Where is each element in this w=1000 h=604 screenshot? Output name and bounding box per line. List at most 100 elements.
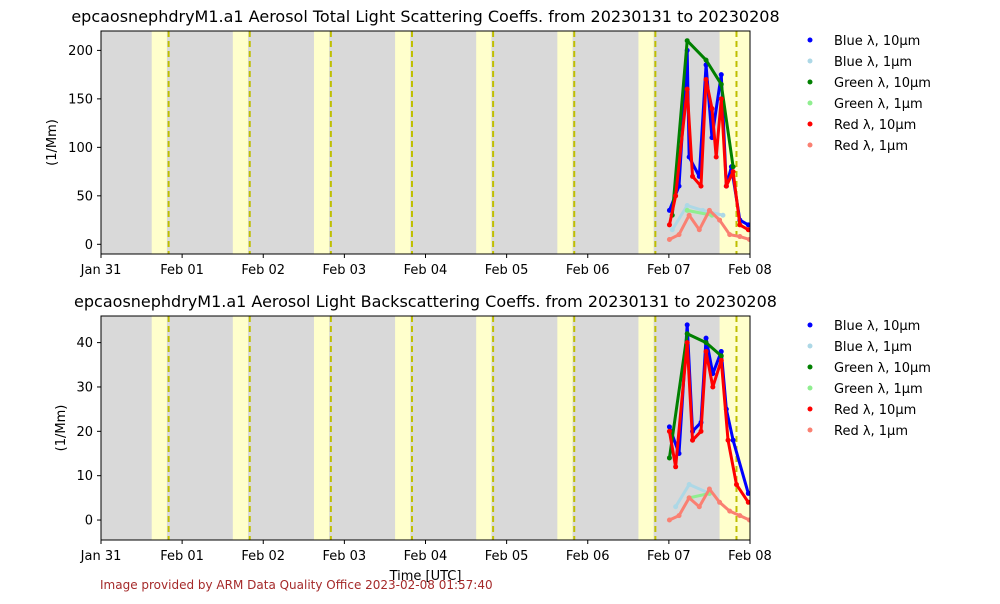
x-tick-label: Feb 07 — [647, 549, 691, 564]
legend-label: Green λ, 1μm — [834, 97, 923, 112]
data-point — [686, 482, 692, 488]
data-point — [745, 227, 750, 233]
legend-label: Blue λ, 1μm — [834, 55, 912, 70]
y-tick-label: 30 — [76, 380, 93, 395]
data-point — [698, 428, 704, 434]
daylight-band — [638, 31, 654, 254]
data-point — [713, 154, 719, 160]
y-tick-label: 150 — [68, 92, 93, 107]
y-axis-label: (1/Mm) — [45, 119, 60, 166]
x-tick-label: Feb 05 — [485, 263, 529, 278]
data-point — [703, 340, 709, 346]
data-point — [745, 222, 750, 228]
legend-label: Red λ, 10μm — [834, 403, 916, 418]
data-point — [673, 504, 679, 510]
data-point — [686, 212, 692, 218]
data-point — [703, 76, 709, 82]
data-point — [676, 232, 682, 238]
x-tick-label: Jan 31 — [80, 263, 122, 278]
data-point — [737, 513, 743, 519]
daylight-band — [557, 316, 573, 540]
x-axis-label: Time [UTC] — [389, 569, 462, 584]
x-tick-label: Feb 06 — [566, 549, 610, 564]
legend-label: Blue λ, 10μm — [834, 319, 920, 334]
data-point — [718, 357, 724, 363]
daylight-band — [232, 31, 249, 254]
chart-title: epcaosnephdryM1.a1 Aerosol Light Backsca… — [74, 292, 777, 311]
data-point — [718, 353, 724, 359]
data-point — [703, 348, 709, 354]
legend-marker — [807, 100, 813, 106]
x-tick-label: Feb 05 — [485, 549, 529, 564]
legend: Blue λ, 10μm Blue λ, 1μm Green λ, 10μm Gree… — [807, 319, 931, 439]
data-point — [673, 464, 679, 470]
legend-marker — [807, 322, 813, 328]
data-point — [746, 517, 750, 523]
x-tick-label: Feb 07 — [647, 263, 691, 278]
data-point — [673, 193, 679, 199]
data-point — [698, 183, 704, 189]
data-point — [684, 340, 690, 346]
data-point — [666, 236, 672, 242]
data-point — [746, 236, 750, 242]
data-point — [718, 348, 724, 354]
daylight-band — [557, 31, 573, 254]
data-point — [723, 183, 729, 189]
legend-marker — [807, 385, 813, 391]
y-tick-label: 100 — [68, 141, 93, 156]
data-point — [730, 437, 736, 443]
x-tick-label: Jan 31 — [80, 549, 122, 564]
legend-marker — [807, 58, 813, 64]
y-axis-label: (1/Mm) — [54, 405, 69, 452]
data-point — [737, 234, 743, 240]
daylight-band — [232, 316, 249, 540]
data-point — [720, 212, 726, 218]
data-point — [718, 96, 724, 102]
series-trace — [667, 332, 723, 459]
x-tick-label: Feb 04 — [404, 549, 448, 564]
legend-label: Red λ, 1μm — [834, 139, 908, 154]
data-point — [686, 495, 692, 501]
y-tick-label: 10 — [76, 469, 93, 484]
data-point — [676, 513, 682, 519]
daylight-band — [638, 316, 654, 540]
legend-label: Red λ, 1μm — [834, 424, 908, 439]
data-point — [690, 437, 696, 443]
daylight-band — [395, 316, 411, 540]
daylight-band — [313, 316, 330, 540]
data-point — [700, 207, 706, 213]
data-point — [718, 72, 724, 78]
daylight-band — [395, 31, 411, 254]
y-tick-label: 0 — [85, 514, 93, 529]
data-point — [696, 504, 702, 510]
legend-marker — [807, 406, 813, 412]
legend-label: Green λ, 10μm — [834, 361, 931, 376]
data-point — [703, 335, 709, 341]
legend-label: Blue λ, 1μm — [834, 340, 912, 355]
legend-marker — [807, 142, 813, 148]
legend-label: Green λ, 1μm — [834, 382, 923, 397]
data-point — [684, 322, 690, 328]
data-point — [717, 499, 723, 505]
data-point — [730, 164, 736, 170]
x-tick-label: Feb 08 — [728, 263, 772, 278]
legend-marker — [807, 427, 813, 433]
data-point — [733, 482, 739, 488]
y-tick-label: 40 — [76, 336, 93, 351]
data-point — [718, 81, 724, 87]
legend: Blue λ, 10μm Blue λ, 1μm Green λ, 10μm Gree… — [807, 34, 931, 154]
x-tick-label: Feb 03 — [323, 263, 367, 278]
data-point — [725, 437, 731, 443]
x-tick-label: Feb 02 — [241, 549, 285, 564]
data-point — [706, 486, 712, 492]
data-layer — [666, 38, 750, 242]
legend-label: Red λ, 10μm — [834, 118, 916, 133]
y-tick-label: 0 — [85, 238, 93, 253]
data-point — [745, 490, 750, 496]
x-tick-label: Feb 03 — [323, 549, 367, 564]
data-point — [709, 106, 715, 112]
data-point — [669, 227, 675, 233]
legend-marker — [807, 121, 813, 127]
x-tick-label: Feb 02 — [241, 263, 285, 278]
legend-label: Blue λ, 10μm — [834, 34, 920, 49]
